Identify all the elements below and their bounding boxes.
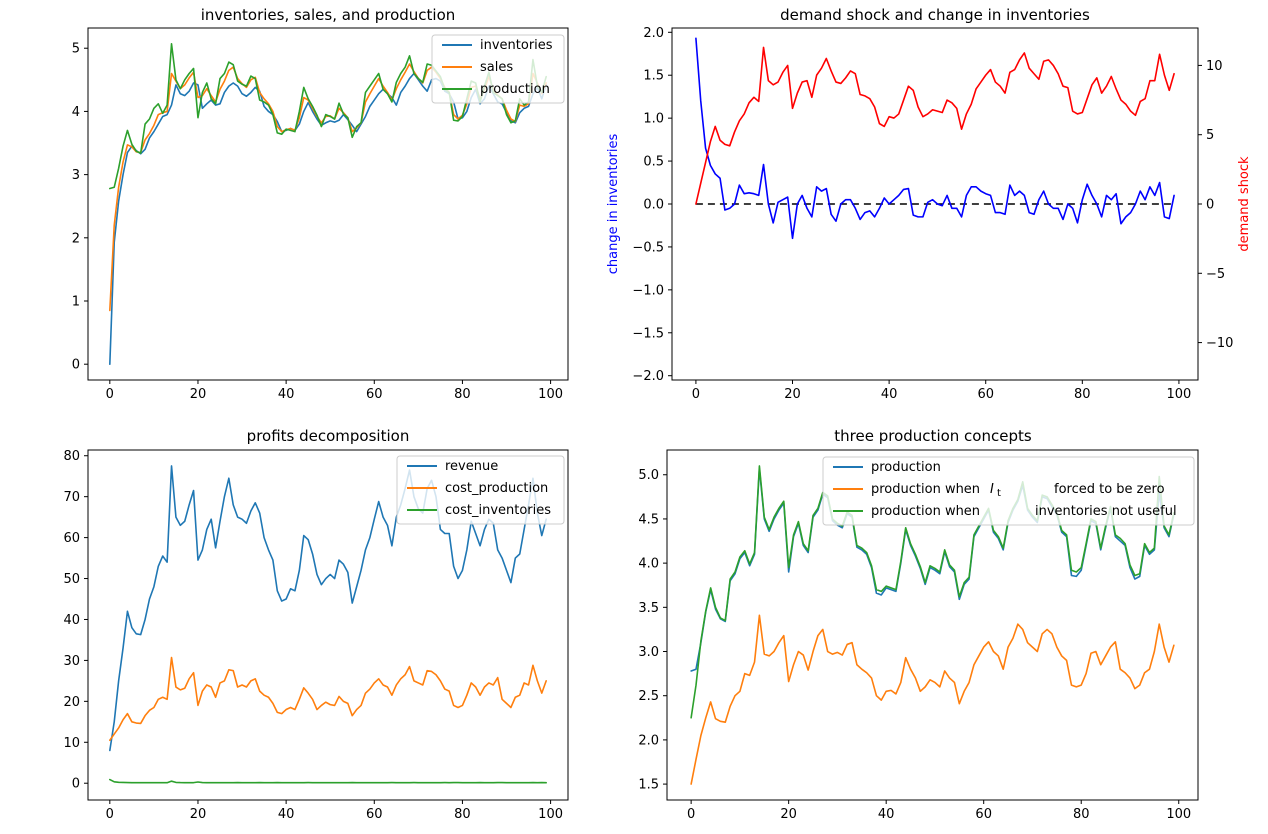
svg-text:10: 10 xyxy=(1206,59,1223,74)
svg-text:60: 60 xyxy=(975,807,992,822)
svg-text:0: 0 xyxy=(687,807,695,822)
svg-text:2.0: 2.0 xyxy=(643,26,664,41)
svg-text:4.0: 4.0 xyxy=(638,557,659,572)
svg-text:20: 20 xyxy=(190,807,207,822)
svg-text:forced to be zero: forced to be zero xyxy=(1054,482,1165,497)
svg-text:t: t xyxy=(997,488,1001,499)
svg-text:5.0: 5.0 xyxy=(638,468,659,483)
svg-text:1.5: 1.5 xyxy=(638,778,659,793)
svg-text:revenue: revenue xyxy=(445,459,498,474)
svg-text:1.5: 1.5 xyxy=(643,69,664,84)
svg-text:20: 20 xyxy=(780,807,797,822)
svg-text:cost_inventories: cost_inventories xyxy=(445,503,551,518)
svg-text:100: 100 xyxy=(538,807,563,822)
svg-text:0.0: 0.0 xyxy=(643,198,664,213)
svg-text:0: 0 xyxy=(72,358,80,373)
svg-text:−10: −10 xyxy=(1206,336,1233,351)
svg-text:20: 20 xyxy=(784,387,801,402)
svg-text:3: 3 xyxy=(72,168,80,183)
svg-text:60: 60 xyxy=(63,531,80,546)
svg-text:I: I xyxy=(990,482,994,497)
svg-text:30: 30 xyxy=(63,654,80,669)
chart-title-inventories-sales-production: inventories, sales, and production xyxy=(201,6,456,24)
svg-text:0: 0 xyxy=(106,807,114,822)
svg-text:40: 40 xyxy=(63,613,80,628)
svg-text:3.5: 3.5 xyxy=(638,601,659,616)
svg-text:sales: sales xyxy=(480,60,513,75)
svg-text:60: 60 xyxy=(366,387,383,402)
svg-text:0: 0 xyxy=(72,777,80,792)
svg-text:80: 80 xyxy=(454,387,471,402)
svg-text:2.0: 2.0 xyxy=(638,733,659,748)
svg-text:4: 4 xyxy=(72,105,80,120)
y-axis-label-demand-shock: demand shock xyxy=(1237,156,1252,252)
svg-text:cost_production: cost_production xyxy=(445,481,548,496)
svg-text:2: 2 xyxy=(72,231,80,246)
svg-text:1.0: 1.0 xyxy=(643,112,664,127)
svg-text:60: 60 xyxy=(366,807,383,822)
svg-text:20: 20 xyxy=(190,387,207,402)
svg-text:−1.5: −1.5 xyxy=(632,326,664,341)
svg-text:70: 70 xyxy=(63,490,80,505)
svg-text:4.5: 4.5 xyxy=(638,512,659,527)
chart-title-three-production-concepts: three production concepts xyxy=(834,427,1032,445)
svg-text:100: 100 xyxy=(1166,807,1191,822)
svg-text:50: 50 xyxy=(63,572,80,587)
svg-text:inventories not useful: inventories not useful xyxy=(1035,504,1177,519)
svg-text:inventories: inventories xyxy=(480,38,553,53)
svg-text:production: production xyxy=(871,460,941,475)
svg-text:−2.0: −2.0 xyxy=(632,369,664,384)
svg-text:0: 0 xyxy=(1206,198,1214,213)
svg-text:0: 0 xyxy=(106,387,114,402)
svg-text:5: 5 xyxy=(72,42,80,57)
svg-text:80: 80 xyxy=(1073,807,1090,822)
y-axis-label-change-in-inventories: change in inventories xyxy=(606,134,621,275)
svg-text:3.0: 3.0 xyxy=(638,645,659,660)
svg-text:production: production xyxy=(480,82,550,97)
svg-text:0: 0 xyxy=(692,387,700,402)
svg-text:0.5: 0.5 xyxy=(643,155,664,170)
chart-title-demand-shock: demand shock and change in inventories xyxy=(780,6,1090,24)
svg-text:−5: −5 xyxy=(1206,267,1225,282)
svg-text:2.5: 2.5 xyxy=(638,689,659,704)
svg-text:1: 1 xyxy=(72,295,80,310)
svg-text:40: 40 xyxy=(881,387,898,402)
svg-text:60: 60 xyxy=(977,387,994,402)
chart-title-profits-decomposition: profits decomposition xyxy=(247,427,410,445)
svg-text:20: 20 xyxy=(63,695,80,710)
svg-text:−0.5: −0.5 xyxy=(632,240,664,255)
svg-text:40: 40 xyxy=(878,807,895,822)
svg-text:5: 5 xyxy=(1206,128,1214,143)
svg-text:80: 80 xyxy=(1074,387,1091,402)
svg-text:40: 40 xyxy=(278,387,295,402)
svg-text:−1.0: −1.0 xyxy=(632,283,664,298)
svg-text:80: 80 xyxy=(454,807,471,822)
svg-text:production when: production when xyxy=(871,482,980,497)
svg-text:10: 10 xyxy=(63,736,80,751)
svg-text:production when: production when xyxy=(871,504,980,519)
svg-text:40: 40 xyxy=(278,807,295,822)
svg-text:100: 100 xyxy=(538,387,563,402)
svg-text:100: 100 xyxy=(1167,387,1192,402)
svg-text:80: 80 xyxy=(63,449,80,464)
